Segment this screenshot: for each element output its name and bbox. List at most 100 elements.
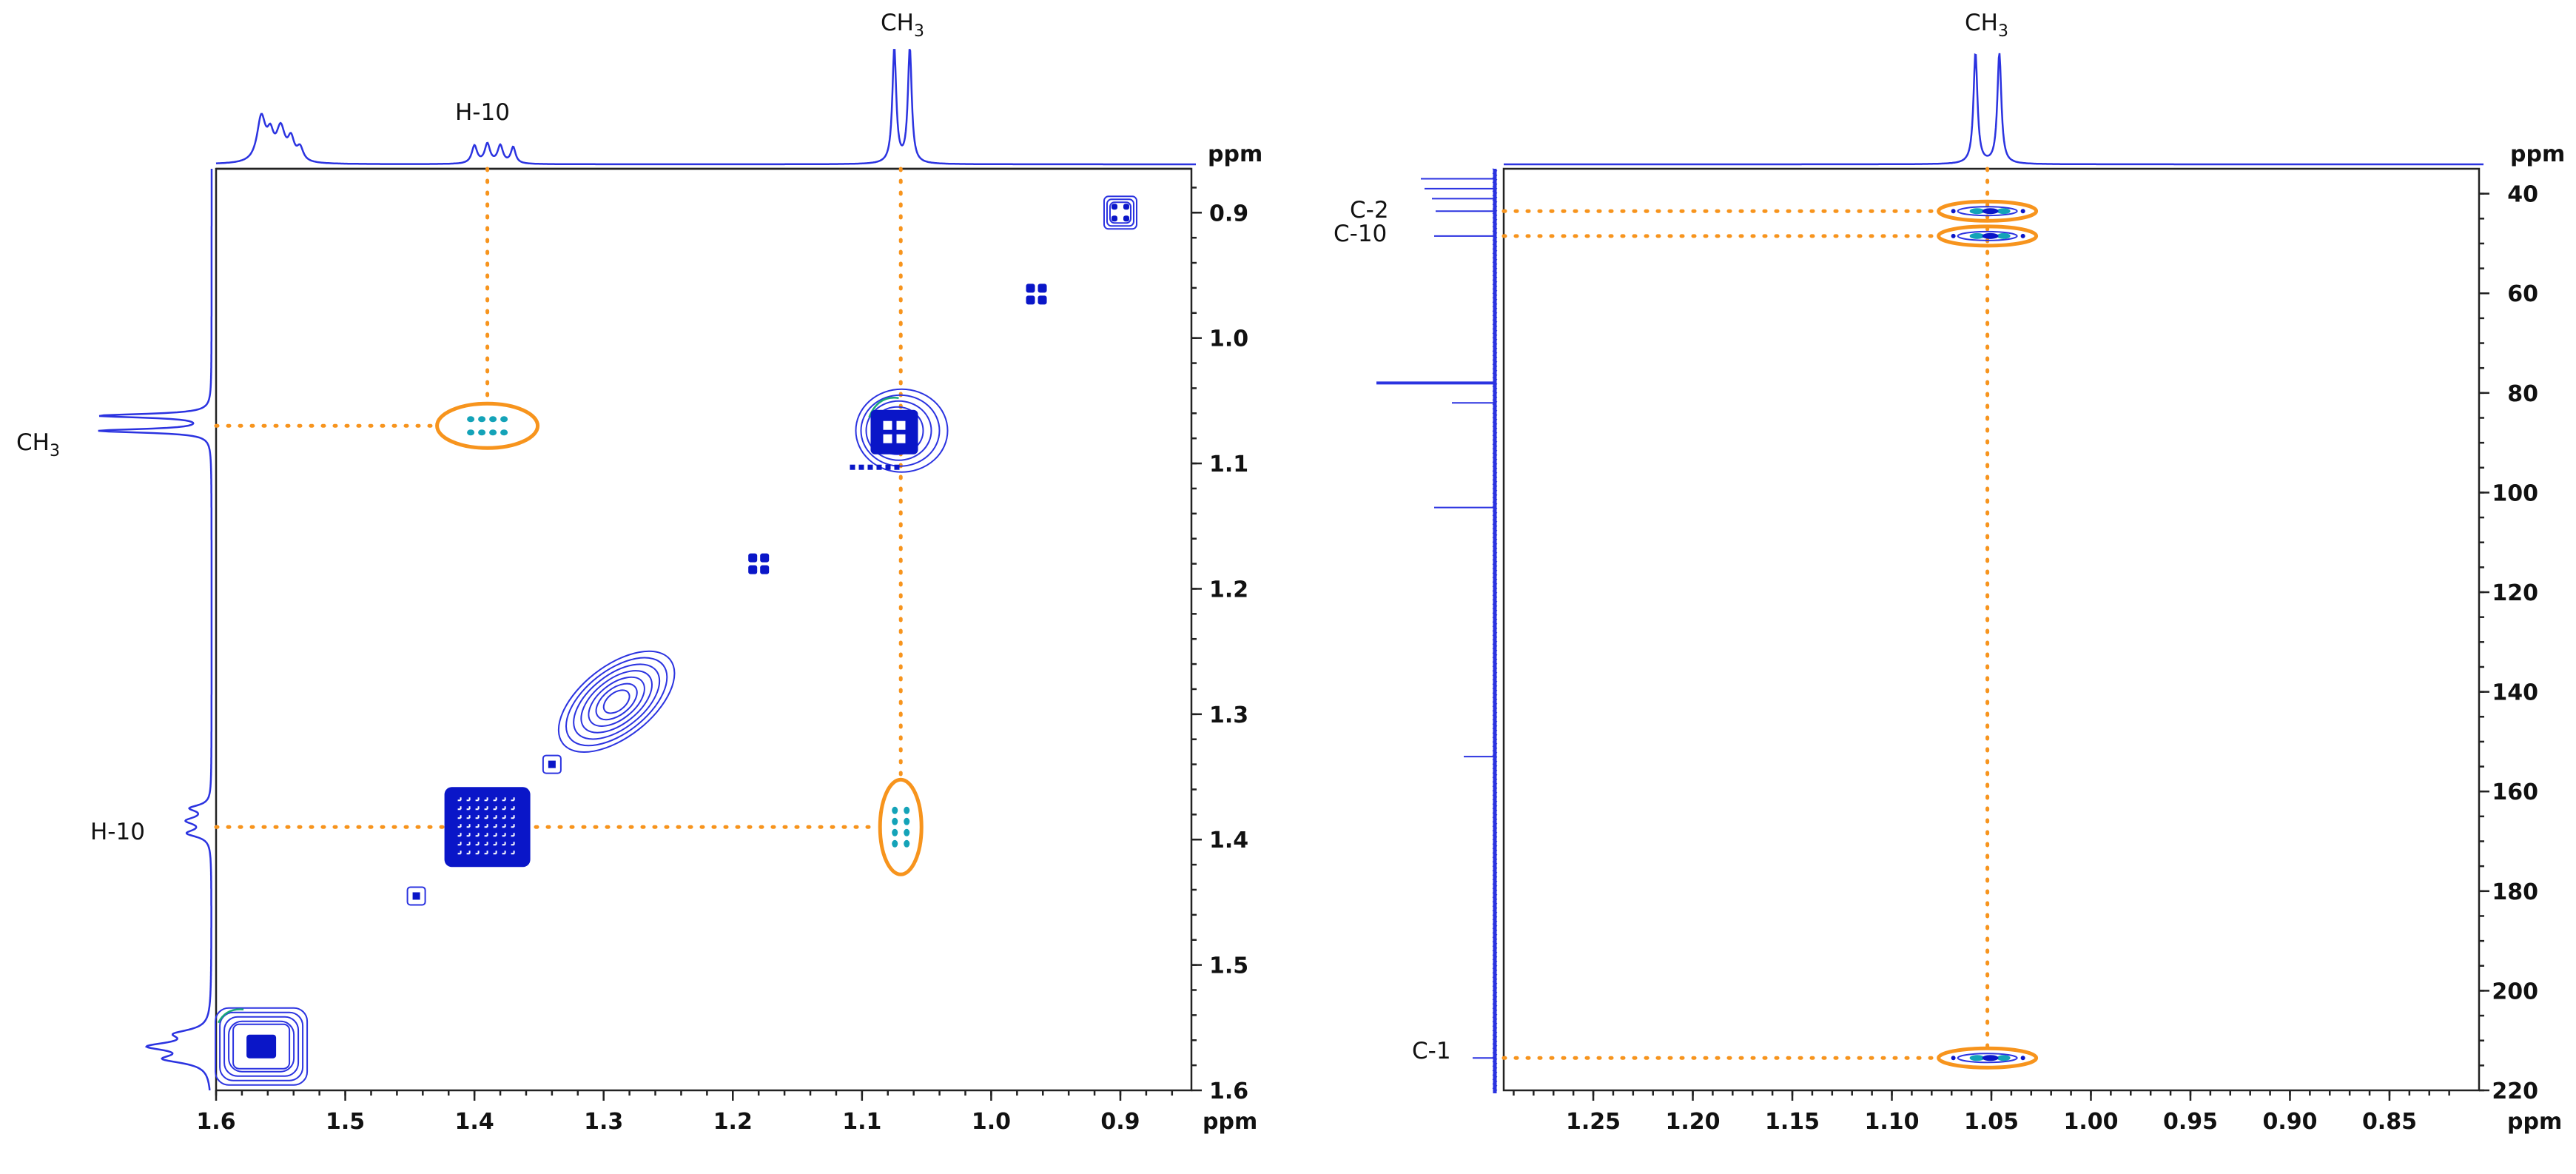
baseline-noise xyxy=(1492,284,1498,287)
diagonal-peak-contour xyxy=(602,689,630,714)
cross-peak-ring xyxy=(1937,199,2039,223)
baseline-noise xyxy=(1492,546,1498,549)
baseline-noise xyxy=(1492,1052,1498,1056)
diagonal-peak-contour xyxy=(580,670,653,734)
baseline-noise xyxy=(1492,785,1498,789)
baseline-noise xyxy=(1492,697,1498,700)
baseline-noise xyxy=(1492,288,1498,292)
cross-peak-dot xyxy=(892,817,898,825)
baseline-noise xyxy=(1492,532,1498,536)
baseline-noise xyxy=(1492,479,1498,483)
baseline-noise xyxy=(1492,759,1498,762)
baseline-noise xyxy=(1492,852,1498,856)
multiplet-gap xyxy=(883,434,892,443)
cross-peak-dot xyxy=(904,817,910,825)
diagonal-peak-contour xyxy=(588,676,645,727)
baseline-noise xyxy=(1492,292,1498,296)
x-tick-label: 1.1 xyxy=(842,1109,881,1135)
baseline-noise xyxy=(1492,763,1498,767)
baseline-noise xyxy=(1492,701,1498,705)
left-plot-frame xyxy=(215,167,1193,1092)
diagonal-peak-contour xyxy=(542,754,562,774)
baseline-noise xyxy=(1492,910,1498,913)
cross-peak-satellite xyxy=(2020,1056,2025,1061)
y-tick-label: 180 xyxy=(2492,879,2538,905)
y-tick-label: 60 xyxy=(2507,281,2538,307)
baseline-noise xyxy=(1492,639,1498,643)
baseline-noise xyxy=(1492,1065,1498,1069)
left-x-unit: ppm xyxy=(1203,1109,1257,1135)
baseline-noise xyxy=(1492,252,1498,256)
baseline-noise xyxy=(1492,359,1498,363)
cross-peak-satellite xyxy=(1951,209,1956,214)
cross-peak-ring xyxy=(435,401,540,450)
cross-peak-contour xyxy=(1957,230,2018,241)
multiplet-square xyxy=(760,553,770,563)
baseline-noise xyxy=(1492,1061,1498,1064)
baseline-noise xyxy=(1492,501,1498,505)
baseline-noise xyxy=(1492,1079,1498,1082)
baseline-noise xyxy=(1492,315,1498,318)
baseline-noise xyxy=(1492,204,1498,207)
diagonal-peak-contour xyxy=(232,1023,291,1070)
baseline-noise xyxy=(1492,688,1498,691)
cross-peak-dot xyxy=(467,416,475,423)
cross-peak-core xyxy=(1982,208,1999,215)
baseline-noise xyxy=(1492,834,1498,838)
baseline-noise xyxy=(1492,959,1498,962)
cross-peak-ring xyxy=(1937,224,2039,248)
multiplet-square xyxy=(1026,284,1035,293)
cross-peak-contour xyxy=(1957,1053,2018,1064)
multiplet-square xyxy=(1111,204,1117,210)
baseline-noise xyxy=(1492,888,1498,891)
multiplet-square xyxy=(1111,215,1117,222)
y-tick-label: 1.3 xyxy=(1209,702,1248,728)
right-2d-spectrum: 1.25 1.20 1.15 1.10 1.05 1.00 0.95 0.90 0.85 40 6… xyxy=(1334,10,2565,1135)
baseline-noise xyxy=(1492,239,1498,243)
baseline-noise xyxy=(1492,226,1498,229)
baseline-noise xyxy=(1492,599,1498,603)
baseline-noise xyxy=(1492,497,1498,500)
baseline-noise xyxy=(1492,990,1498,993)
baseline-noise xyxy=(1492,794,1498,798)
baseline-noise xyxy=(1492,586,1498,589)
baseline-noise xyxy=(1492,439,1498,443)
baseline-noise xyxy=(1492,470,1498,474)
baseline-noise xyxy=(1492,799,1498,802)
y-tick-label: 200 xyxy=(2492,979,2538,1004)
baseline-noise xyxy=(1492,1016,1498,1020)
baseline-noise xyxy=(1492,457,1498,460)
baseline-noise xyxy=(1492,905,1498,909)
baseline-noise xyxy=(1492,310,1498,314)
right-x-unit: ppm xyxy=(2507,1109,2562,1135)
cross-peak-dot xyxy=(489,429,497,436)
baseline-noise xyxy=(1492,181,1498,185)
cross-peak-dot xyxy=(1969,208,1985,215)
baseline-noise xyxy=(1492,426,1498,429)
diagonal-peak-core xyxy=(246,1034,277,1059)
cross-peak-dot xyxy=(478,429,486,436)
baseline-noise xyxy=(1492,941,1498,945)
baseline-noise xyxy=(1492,945,1498,949)
baseline-noise xyxy=(1492,266,1498,269)
baseline-noise xyxy=(1492,412,1498,416)
diagonal-peak-contour xyxy=(565,657,668,747)
baseline-noise xyxy=(1492,448,1498,452)
cross-peak-dot xyxy=(500,416,508,423)
left-top-methyl-label: CH3 xyxy=(881,10,924,41)
cross-peak-satellite xyxy=(1951,1056,1956,1061)
baseline-noise xyxy=(1492,519,1498,523)
baseline-noise xyxy=(1492,865,1498,869)
baseline-noise xyxy=(1492,337,1498,341)
baseline-noise xyxy=(1492,932,1498,936)
baseline-noise xyxy=(1492,1007,1498,1011)
baseline-noise xyxy=(1492,244,1498,247)
baseline-noise xyxy=(1492,1043,1498,1047)
x-tick-label: 1.05 xyxy=(1964,1109,2019,1135)
baseline-noise xyxy=(1492,839,1498,842)
baseline-noise xyxy=(1492,510,1498,514)
baseline-noise xyxy=(1492,421,1498,425)
x-tick-label: 1.00 xyxy=(2063,1109,2118,1135)
baseline-noise xyxy=(1492,768,1498,771)
